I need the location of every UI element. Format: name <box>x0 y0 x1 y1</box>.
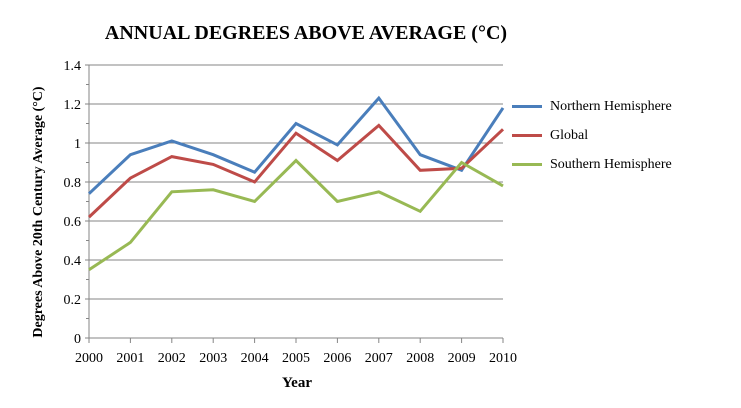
series-lines <box>87 95 505 272</box>
x-tick-label: 2005 <box>282 351 310 366</box>
y-tick-label: 1 <box>74 137 81 152</box>
y-tick-label: 0.4 <box>64 254 82 269</box>
x-tick-label: 2004 <box>241 351 269 366</box>
legend-item: Northern Hemisphere <box>512 92 737 121</box>
y-tick-label: 0.2 <box>64 293 82 308</box>
x-tick-label: 2001 <box>116 351 144 366</box>
x-tick-label: 2002 <box>158 351 186 366</box>
gridlines <box>89 64 503 300</box>
legend: Northern Hemisphere Global Southern Hemisp… <box>512 92 737 179</box>
legend-label: Global <box>550 127 589 143</box>
y-tick-label: 1.2 <box>64 98 82 113</box>
chart-title: ANNUAL DEGREES ABOVE AVERAGE (°C) <box>104 22 508 44</box>
x-tick-label: 2009 <box>448 351 476 366</box>
series-line-northern-hemisphere <box>87 95 505 195</box>
y-axis-title: Degrees Above 20th Century Average (°C) <box>31 86 46 338</box>
y-tick-label: 0 <box>74 332 81 347</box>
x-tick-label: 2000 <box>75 351 103 366</box>
legend-swatch <box>512 105 542 108</box>
tick-labels: 0 0.2 0.4 0.6 0.8 1 1.2 1.4 2000 2001 2002 2003 2004… <box>64 59 518 366</box>
x-axis-title: Year <box>282 375 312 391</box>
legend-swatch <box>512 163 542 166</box>
legend-label: Northern Hemisphere <box>550 98 672 114</box>
legend-item: Southern Hemisphere <box>512 150 737 179</box>
legend-label: Southern Hemisphere <box>550 156 672 172</box>
legend-item: Global <box>512 121 737 150</box>
y-tick-label: 0.8 <box>64 176 82 191</box>
y-tick-label: 1.4 <box>64 59 82 74</box>
x-tick-label: 2010 <box>489 351 517 366</box>
x-tick-label: 2007 <box>365 351 393 366</box>
x-tick-label: 2008 <box>406 351 434 366</box>
y-tick-label: 0.6 <box>64 215 82 230</box>
legend-swatch <box>512 134 542 137</box>
x-tick-label: 2006 <box>323 351 351 366</box>
x-tick-label: 2003 <box>199 351 227 366</box>
axes <box>85 64 504 343</box>
series-line-global <box>87 123 505 219</box>
series-line-southern-hemisphere <box>88 158 504 272</box>
